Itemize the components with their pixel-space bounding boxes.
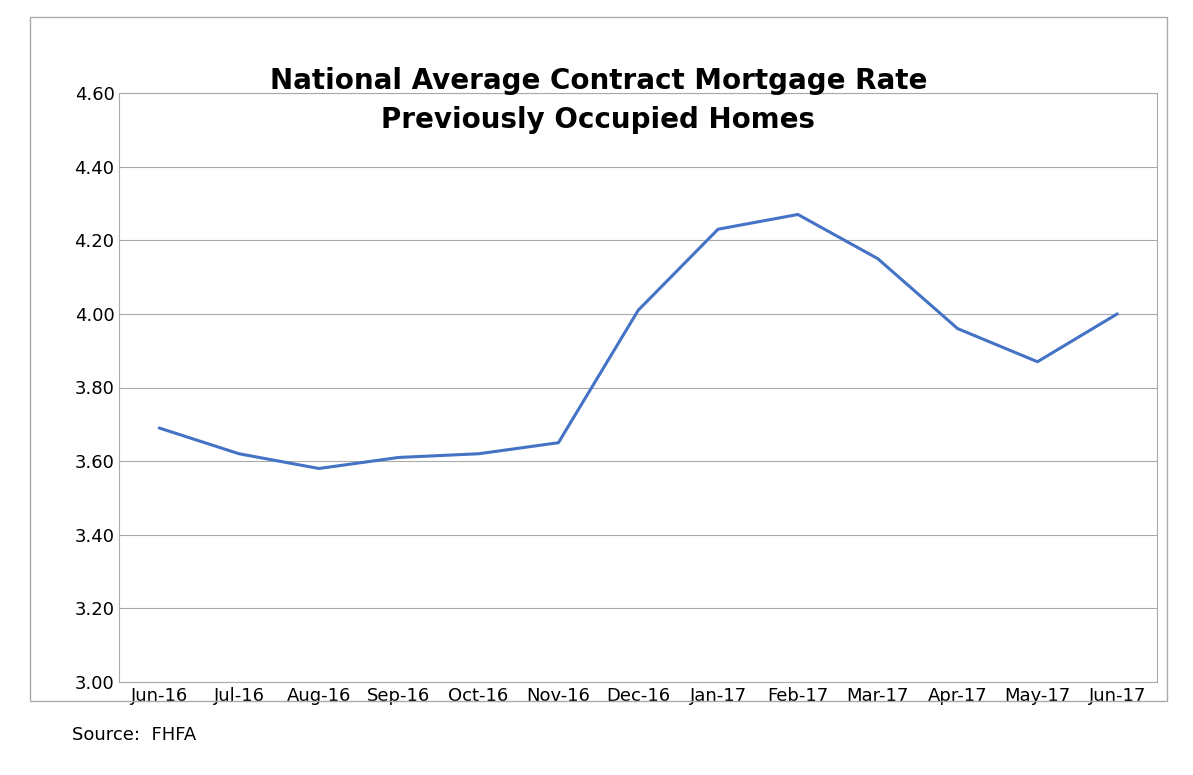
Text: Source:  FHFA: Source: FHFA — [72, 726, 196, 744]
Text: Previously Occupied Homes: Previously Occupied Homes — [382, 106, 815, 134]
Text: National Average Contract Mortgage Rate: National Average Contract Mortgage Rate — [270, 67, 927, 95]
